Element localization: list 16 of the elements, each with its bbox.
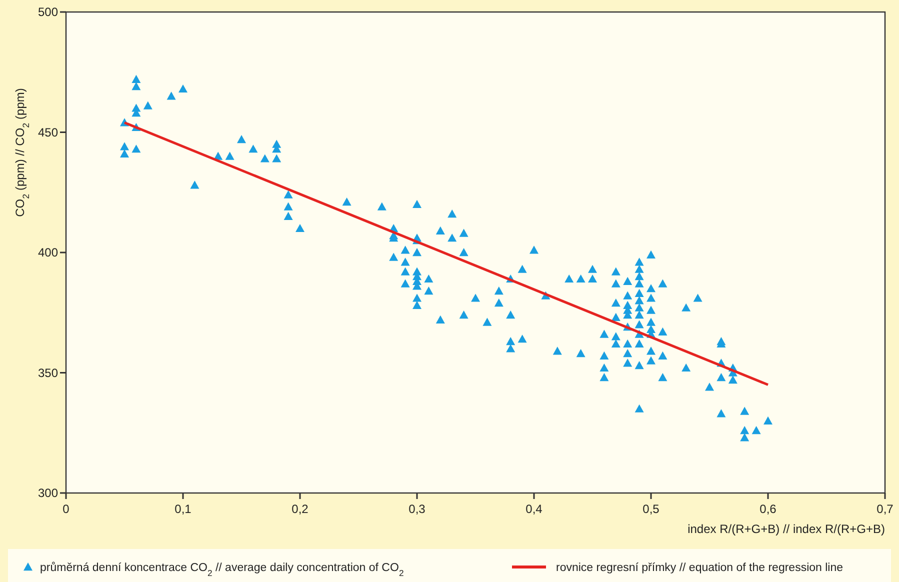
x-tick-label: 0,5 <box>642 502 660 516</box>
x-axis-title: index R/(R+G+B) // index R/(R+G+B) <box>688 522 885 536</box>
x-tick-label: 0,6 <box>760 502 777 516</box>
y-tick-label: 500 <box>38 5 58 19</box>
x-tick-label: 0,2 <box>292 502 309 516</box>
y-tick-label: 400 <box>38 246 58 260</box>
y-tick-label: 350 <box>38 366 58 380</box>
legend-label: průměrná denní koncentrace CO$_{2}$ // average daily concentration of CO$_{2}$ <box>40 561 404 578</box>
y-tick-label: 450 <box>38 125 58 140</box>
legend-label: rovnice regresní přímky // equation of the regression line <box>556 562 844 574</box>
x-tick-label: 0,4 <box>526 502 543 516</box>
y-tick-label: 300 <box>38 486 58 500</box>
x-tick-label: 0,7 <box>876 502 894 516</box>
x-tick-label: 0 <box>62 502 70 516</box>
x-tick-label: 0,3 <box>408 502 426 516</box>
x-tick-label: 0,1 <box>174 502 192 516</box>
